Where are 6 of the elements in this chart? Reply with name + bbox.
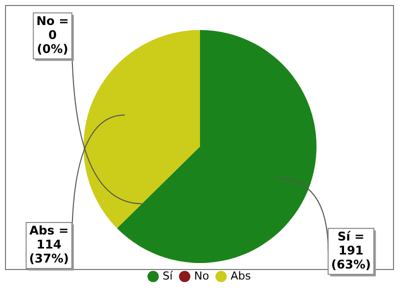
legend-label: Abs [230, 269, 252, 282]
legend-label: Sí [162, 269, 174, 282]
text: No = 0 (0%) [36, 14, 69, 56]
data-label: Sí = 191 (63%) [331, 229, 371, 272]
data-label: Abs = 114 (37%) [29, 224, 69, 266]
legend-label: No [194, 269, 210, 282]
